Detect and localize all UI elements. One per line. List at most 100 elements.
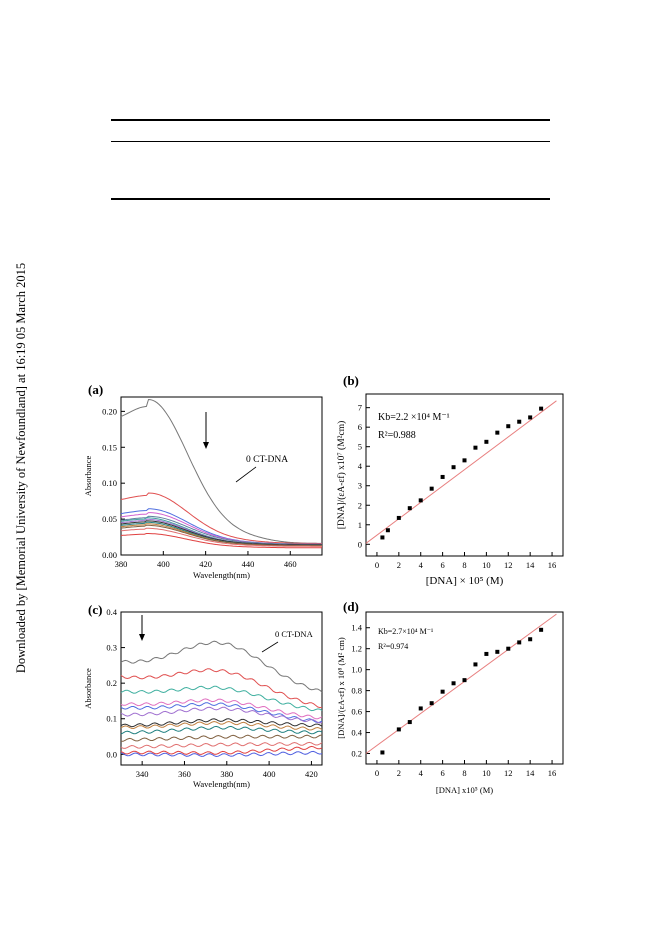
x-tick-label: 0 xyxy=(375,560,379,570)
x-tick-label: 16 xyxy=(548,768,557,778)
x-axis-label: [DNA] × 10⁵ (M) xyxy=(426,575,504,587)
x-tick-label: 380 xyxy=(220,769,233,779)
r2-annotation: R²=0.988 xyxy=(378,430,416,441)
x-tick-label: 440 xyxy=(242,559,255,569)
spectrum-line xyxy=(120,685,323,712)
data-point xyxy=(407,506,412,511)
y-tick-label: 0.3 xyxy=(106,643,117,653)
y-tick-label: 6 xyxy=(358,422,362,432)
spectrum-line xyxy=(120,745,323,755)
y-tick-label: 0.4 xyxy=(351,728,362,738)
x-tick-label: 460 xyxy=(284,559,297,569)
data-point xyxy=(462,458,467,463)
y-tick-label: 0.15 xyxy=(102,442,117,452)
data-point xyxy=(396,515,401,520)
x-tick-label: 6 xyxy=(440,768,444,778)
x-tick-label: 400 xyxy=(263,769,276,779)
x-tick-label: 12 xyxy=(504,768,513,778)
x-tick-label: 420 xyxy=(199,559,212,569)
data-point xyxy=(495,649,500,654)
x-axis-label: [DNA] x10⁵ (M) xyxy=(436,785,493,795)
y-tick-label: 1 xyxy=(358,520,362,530)
spectrum-line xyxy=(120,706,323,724)
x-tick-label: 8 xyxy=(462,768,466,778)
panel-label: (b) xyxy=(343,373,359,388)
x-tick-label: 400 xyxy=(157,559,170,569)
x-tick-label: 4 xyxy=(419,560,424,570)
spectrum-line xyxy=(120,524,322,547)
spectrum-line xyxy=(120,520,322,546)
y-tick-label: 4 xyxy=(358,461,363,471)
spectrum-line xyxy=(120,718,323,728)
y-tick-label: 0.2 xyxy=(106,678,117,688)
spectrum-line xyxy=(120,533,322,549)
y-tick-label: 1.4 xyxy=(351,623,362,633)
y-tick-label: 0.1 xyxy=(106,714,117,724)
data-point xyxy=(517,640,522,645)
data-point xyxy=(440,474,445,479)
data-point xyxy=(473,445,478,450)
plot-frame xyxy=(120,611,323,766)
data-point xyxy=(484,439,489,444)
y-tick-label: 0.00 xyxy=(102,550,117,560)
x-tick-label: 16 xyxy=(548,560,557,570)
y-tick-label: 0.6 xyxy=(351,707,362,717)
spectrum-line xyxy=(120,492,322,544)
panel-label: (d) xyxy=(343,599,359,614)
x-tick-label: 380 xyxy=(115,559,128,569)
x-tick-label: 6 xyxy=(440,560,444,570)
y-tick-label: 5 xyxy=(358,442,362,452)
annotation-label: 0 CT-DNA xyxy=(246,455,288,465)
y-tick-label: 0 xyxy=(358,539,362,549)
plot-frame xyxy=(120,396,323,556)
decrease-arrow-head xyxy=(203,442,209,449)
y-tick-label: 0.05 xyxy=(102,514,117,524)
y-tick-label: 1.0 xyxy=(351,665,362,675)
panel-label: (a) xyxy=(88,382,103,397)
annotation-pointer xyxy=(261,641,279,653)
x-tick-label: 420 xyxy=(305,769,318,779)
spectrum-line xyxy=(120,668,323,709)
y-tick-label: 7 xyxy=(358,403,362,413)
spectrum-line xyxy=(120,725,323,735)
data-point xyxy=(407,720,412,725)
data-point xyxy=(380,535,385,540)
y-tick-label: 0.4 xyxy=(106,607,117,617)
x-tick-label: 4 xyxy=(419,768,424,778)
spectrum-line xyxy=(120,640,323,693)
spectrum-line xyxy=(120,741,323,749)
x-tick-label: 360 xyxy=(178,769,191,779)
x-tick-label: 12 xyxy=(504,560,513,570)
y-tick-label: 0.2 xyxy=(351,749,362,759)
data-point xyxy=(506,424,511,429)
kb-annotation: Kb=2.7×10⁴ M⁻¹ xyxy=(378,627,434,636)
y-axis-label: [DNA]/(εA-εf) x10⁷ (M²cm) xyxy=(336,421,347,530)
data-point xyxy=(429,486,434,491)
decrease-arrow-head xyxy=(139,634,145,641)
x-axis-label: Wavelength(nm) xyxy=(193,570,250,580)
data-point xyxy=(418,498,423,503)
x-tick-label: 14 xyxy=(526,768,535,778)
y-tick-label: 1.2 xyxy=(351,644,362,654)
annotation-label: 0 CT-DNA xyxy=(275,629,314,639)
x-tick-label: 2 xyxy=(397,768,401,778)
spectrum-line xyxy=(120,698,323,720)
data-point xyxy=(517,419,522,424)
y-tick-label: 2 xyxy=(358,500,362,510)
spectrum-line xyxy=(120,527,322,547)
spectrum-line xyxy=(120,750,323,758)
x-tick-label: 340 xyxy=(136,769,149,779)
r2-annotation: R²=0.974 xyxy=(378,642,408,651)
data-point xyxy=(380,750,385,755)
y-axis-label: Absorbance xyxy=(83,455,93,496)
data-point xyxy=(429,701,434,706)
y-axis-label: Absorbance xyxy=(83,668,93,709)
data-point xyxy=(385,528,390,533)
data-point xyxy=(451,465,456,470)
data-point xyxy=(418,706,423,711)
x-tick-label: 0 xyxy=(375,768,379,778)
annotation-pointer xyxy=(235,466,257,483)
data-point xyxy=(462,678,467,683)
y-tick-label: 0.8 xyxy=(351,686,362,696)
